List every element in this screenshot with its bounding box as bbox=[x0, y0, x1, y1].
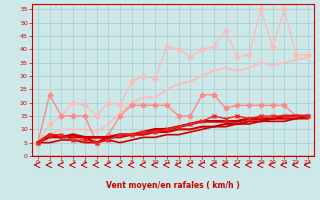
Text: Vent moyen/en rafales ( km/h ): Vent moyen/en rafales ( km/h ) bbox=[106, 182, 240, 190]
